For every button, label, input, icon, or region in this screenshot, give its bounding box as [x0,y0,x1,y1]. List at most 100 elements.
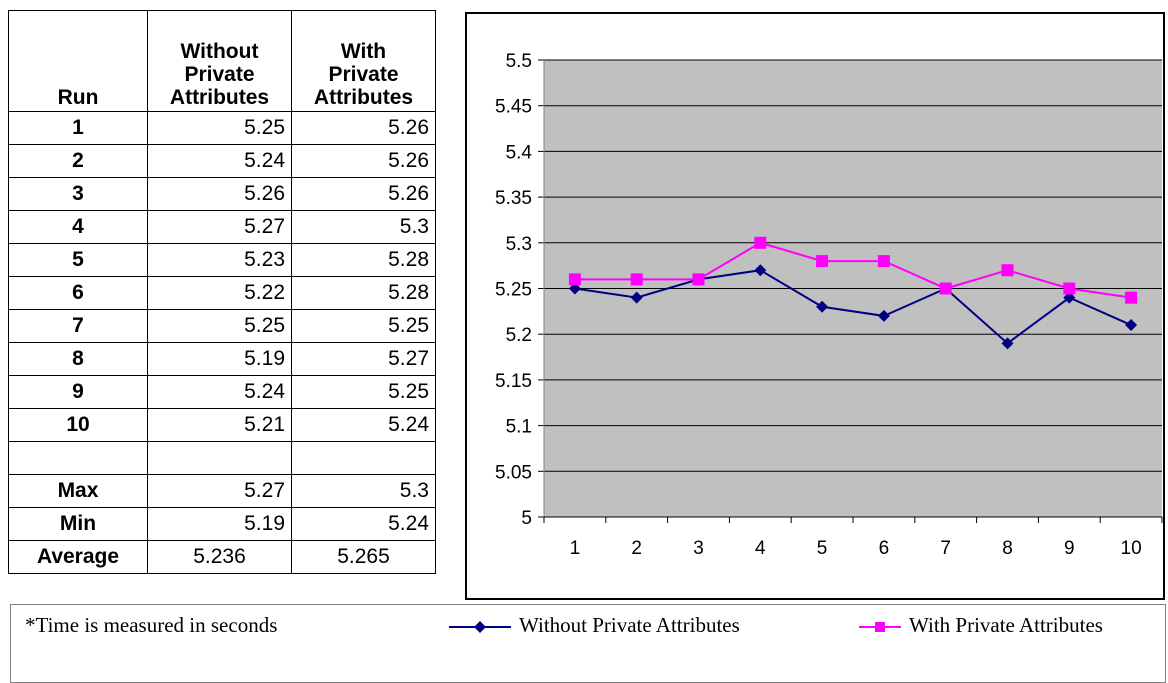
value-cell: 5.236 [147,540,292,574]
data-point-without [754,264,767,277]
header-run: Run [8,10,148,112]
table-row: 2 5.24 5.26 [8,144,436,178]
row-label-cell: Average [8,540,148,574]
data-point-with [816,255,829,268]
table-row: Max 5.27 5.3 [8,474,436,508]
legend-footer: *Time is measured in seconds Without Pri… [10,604,1166,683]
table-row: 5 5.23 5.28 [8,243,436,277]
data-point-with [877,255,890,268]
data-point-without [816,300,829,313]
x-tick-label: 7 [940,538,951,559]
data-point-without [1125,319,1138,332]
x-tick-label: 10 [1121,538,1142,559]
legend-marker-without [449,621,511,634]
legend-item-with: With Private Attributes [859,613,1103,638]
row-label-cell [8,441,148,475]
data-point-with [1063,282,1076,295]
value-cell: 5.27 [147,210,292,244]
row-label-cell: Max [8,474,148,508]
legend-item-without: Without Private Attributes [449,613,740,638]
value-cell: 5.24 [291,507,436,541]
value-cell [147,441,292,475]
table-row: 4 5.27 5.3 [8,210,436,244]
table-row: Min 5.19 5.24 [8,507,436,541]
data-point-with [754,236,767,249]
data-point-with [568,273,581,286]
y-tick-label: 5.15 [495,371,532,392]
line-chart: 5 5.05 5.1 5.15 5.2 5.25 5.3 5.35 5.4 5.45 5.5 1 2 3 4… [495,51,1163,559]
value-cell: 5.25 [147,309,292,343]
table-row: 3 5.26 5.26 [8,177,436,211]
legend-label-without: Without Private Attributes [519,613,740,637]
value-cell: 5.26 [291,144,436,178]
table-row: 10 5.21 5.24 [8,408,436,442]
row-label-cell: 7 [8,309,148,343]
data-point-with [630,273,643,286]
value-cell: 5.24 [147,144,292,178]
row-label-cell: 5 [8,243,148,277]
row-label-cell: Min [8,507,148,541]
x-tick-label: 3 [693,538,704,559]
value-cell: 5.24 [291,408,436,442]
value-cell: 5.23 [147,243,292,277]
value-cell: 5.28 [291,276,436,310]
row-label-cell: 1 [8,111,148,145]
row-label-cell: 10 [8,408,148,442]
row-label-cell: 3 [8,177,148,211]
value-cell: 5.26 [147,177,292,211]
x-tick-label: 1 [570,538,581,559]
value-cell: 5.27 [147,474,292,508]
data-point-with [1125,291,1138,304]
value-cell: 5.28 [291,243,436,277]
data-point-with [939,282,952,295]
y-tick-label: 5.1 [506,417,532,438]
legend-label-with: With Private Attributes [909,613,1103,637]
value-cell: 5.3 [291,474,436,508]
value-cell: 5.19 [147,342,292,376]
x-tick-label: 9 [1064,538,1075,559]
data-point-with [1001,264,1014,277]
value-cell: 5.21 [147,408,292,442]
results-table: Run Without Private Attributes With Private… [8,10,436,574]
row-label-cell: 9 [8,375,148,409]
value-cell: 5.22 [147,276,292,310]
row-label-cell: 8 [8,342,148,376]
value-cell: 5.3 [291,210,436,244]
y-tick-label: 5.5 [506,51,532,72]
data-point-without [568,282,581,295]
y-tick-label: 5.3 [506,234,532,255]
value-cell: 5.25 [147,111,292,145]
value-cell: 5.25 [291,375,436,409]
x-tick-label: 4 [755,538,766,559]
series-line-without [574,269,1132,345]
value-cell [291,441,436,475]
x-tick-label: 8 [1002,538,1013,559]
x-tick-label: 6 [879,538,890,559]
value-cell: 5.265 [291,540,436,574]
value-cell: 5.19 [147,507,292,541]
legend-marker-with [859,622,901,633]
y-tick-label: 5.45 [495,97,532,118]
x-tick-label: 2 [631,538,642,559]
row-label-cell: 2 [8,144,148,178]
chart-frame: 5 5.05 5.1 5.15 5.2 5.25 5.3 5.35 5.4 5.45 5.5 1 2 3 4… [465,12,1165,600]
value-cell: 5.27 [291,342,436,376]
table-row: 1 5.25 5.26 [8,111,436,145]
table-row: 9 5.24 5.25 [8,375,436,409]
row-label-cell: 6 [8,276,148,310]
table-row: Average 5.236 5.265 [8,540,436,574]
series-line-with [574,241,1132,299]
y-tick-label: 5.35 [495,188,532,209]
y-tick-label: 5.05 [495,462,532,483]
header-with: With Private Attributes [291,10,436,112]
data-point-without [877,309,890,322]
table-row: 8 5.19 5.27 [8,342,436,376]
y-tick-label: 5 [521,508,532,529]
data-point-without [630,291,643,304]
data-point-without [1001,337,1014,350]
footnote: *Time is measured in seconds [25,613,278,637]
value-cell: 5.26 [291,111,436,145]
table-row: 7 5.25 5.25 [8,309,436,343]
value-cell: 5.24 [147,375,292,409]
y-tick-label: 5.4 [506,142,533,163]
